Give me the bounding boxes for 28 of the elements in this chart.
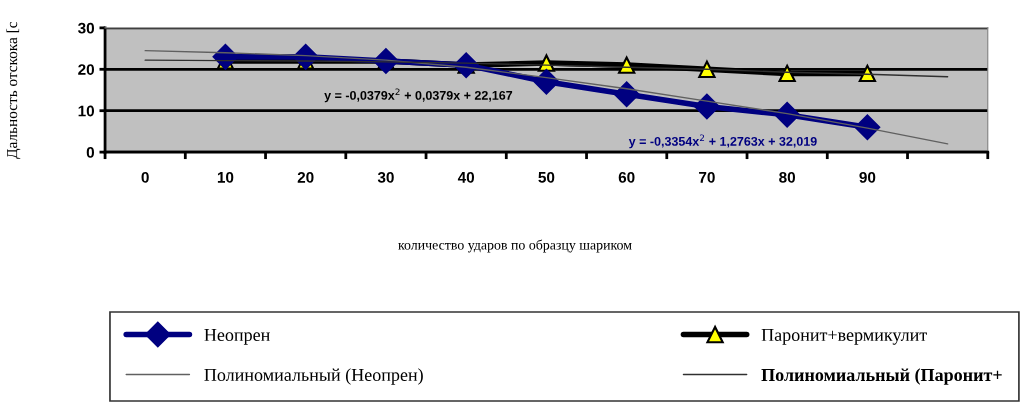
x-axis-title: количество ударов по образцу шариком	[398, 239, 632, 253]
x-tick-label: 20	[297, 171, 314, 183]
annotation: y = -0,3354x$^{2}$ + 1,2763x + 32,019	[628, 134, 817, 149]
x-tick-label: 70	[699, 171, 715, 183]
x-tick-label: 10	[217, 171, 234, 183]
x-tick-label: 30	[377, 171, 394, 183]
legend-label: Паронит+вермикулит	[761, 329, 927, 345]
y-tick-label: 20	[78, 64, 95, 75]
x-tick-label: 60	[618, 171, 635, 183]
x-tick-label: 90	[859, 171, 876, 183]
legend-label: Полиномиальный (Паронит+	[761, 368, 1002, 385]
y-tick-label: 30	[78, 22, 95, 34]
y-axis-title: Дальность отскока [с	[6, 21, 21, 159]
x-tick-label: 50	[538, 171, 555, 183]
x-tick-label: 0	[141, 171, 149, 183]
point	[698, 60, 716, 78]
x-tick-label: 80	[779, 171, 796, 183]
point	[613, 81, 640, 107]
point	[854, 114, 881, 141]
point	[694, 93, 720, 120]
y-tick-label: 10	[78, 105, 95, 117]
legend-label: Полиномиальный (Неопрен)	[204, 368, 423, 385]
point	[858, 64, 877, 83]
point	[533, 68, 560, 95]
annotation: y = -0,0379x$^{2}$ + 0,0379x + 22,167	[324, 88, 513, 103]
x-tick-label: 40	[457, 171, 475, 183]
y-tick-label: 0	[86, 146, 95, 158]
legend-label: Неопрен	[204, 329, 270, 345]
